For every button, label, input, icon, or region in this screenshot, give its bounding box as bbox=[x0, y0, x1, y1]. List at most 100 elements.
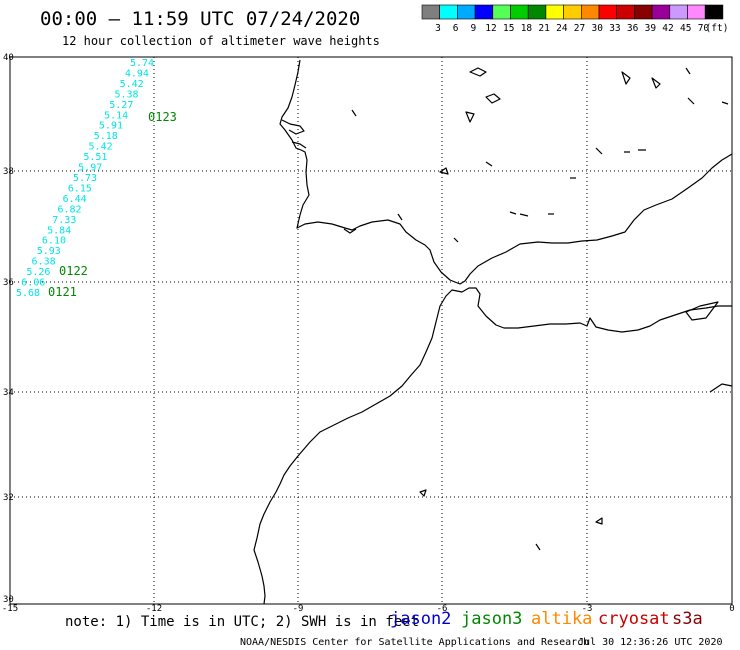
pass-label: 0123 bbox=[148, 110, 177, 124]
legend-swatch bbox=[616, 4, 635, 20]
legend-label: 70 bbox=[698, 23, 710, 34]
swh-value: 5.42 bbox=[89, 142, 113, 153]
island-10 bbox=[624, 149, 646, 153]
legend-label: 42 bbox=[662, 23, 673, 34]
north-africa-coast bbox=[253, 287, 732, 605]
lon-tick-label: -9 bbox=[293, 604, 304, 614]
legend-swatch bbox=[527, 4, 547, 20]
legend-swatch bbox=[687, 4, 706, 20]
map-subtitle: 12 hour collection of altimeter wave hei… bbox=[62, 34, 380, 48]
plot-area: 5.744.945.425.385.275.145.915.185.425.51… bbox=[9, 56, 733, 605]
credit-text: NOAA/NESDIS Center for Satellite Applica… bbox=[240, 637, 589, 648]
lon-tick-label: -3 bbox=[582, 604, 593, 614]
island-11 bbox=[439, 167, 449, 175]
coastlines bbox=[253, 59, 733, 605]
legend-swatch bbox=[545, 4, 564, 20]
island-9 bbox=[595, 147, 603, 155]
swh-value: 6.82 bbox=[57, 204, 81, 215]
footer-note: note: 1) Time is in UTC; 2) SWH is in fe… bbox=[65, 614, 419, 630]
swh-value: 6.06 bbox=[21, 278, 45, 289]
legend-label: 30 bbox=[592, 23, 604, 34]
lat-tick-label: 34 bbox=[3, 388, 14, 398]
satellite-name: jason3 bbox=[461, 609, 522, 629]
legend-unit: (ft) bbox=[706, 23, 729, 34]
map-title: 00:00 – 11:59 UTC 07/24/2020 bbox=[40, 8, 360, 30]
island-20 bbox=[709, 383, 733, 393]
lat-tick-label: 38 bbox=[3, 167, 14, 177]
swh-value: 5.73 bbox=[73, 173, 97, 184]
swh-value: 5.38 bbox=[114, 89, 138, 100]
island-21 bbox=[419, 489, 427, 497]
legend-label: 15 bbox=[503, 23, 514, 34]
swh-value: 5.26 bbox=[26, 267, 50, 278]
swh-value: 5.18 bbox=[94, 131, 118, 142]
legend-swatch bbox=[704, 4, 724, 20]
island-16 bbox=[397, 213, 403, 221]
altimeter-track: 5.744.945.425.385.275.145.915.185.425.51… bbox=[16, 58, 154, 299]
swh-value: 5.91 bbox=[99, 121, 123, 132]
island-2 bbox=[485, 93, 501, 104]
lat-tick-label: 36 bbox=[3, 278, 14, 288]
legend-swatch bbox=[651, 4, 671, 20]
satellite-name: cryosat bbox=[598, 609, 670, 629]
legend-label: 12 bbox=[485, 23, 496, 34]
swh-value: 5.93 bbox=[37, 246, 61, 257]
swh-value: 5.42 bbox=[120, 79, 144, 90]
lon-tick-label: -15 bbox=[2, 604, 18, 614]
lon-tick-label: -12 bbox=[146, 604, 162, 614]
satellite-name: altika bbox=[531, 609, 592, 629]
island-7 bbox=[687, 97, 695, 105]
lat-tick-label: 32 bbox=[3, 493, 14, 503]
tagus-estuary bbox=[281, 119, 305, 135]
satellite-name: jason2 bbox=[390, 609, 451, 629]
island-5 bbox=[651, 77, 661, 89]
pass-labels: 0123 0122 0121 bbox=[48, 110, 177, 299]
island-23 bbox=[535, 543, 541, 551]
island-3 bbox=[465, 111, 475, 123]
lat-tick-label: 30 bbox=[3, 595, 14, 605]
legend-label: 33 bbox=[609, 23, 620, 34]
island-6 bbox=[685, 67, 691, 75]
swh-value: 6.38 bbox=[32, 257, 56, 268]
island-19 bbox=[685, 301, 719, 321]
swh-value: 5.14 bbox=[104, 110, 128, 121]
legend-swatch bbox=[563, 4, 582, 20]
legend-swatch bbox=[439, 4, 458, 20]
island-8 bbox=[721, 101, 729, 105]
swh-value: 6.15 bbox=[68, 183, 92, 194]
legend-swatch bbox=[457, 4, 476, 20]
legend-swatch bbox=[510, 4, 529, 20]
satellite-name: s3a bbox=[672, 609, 703, 629]
swh-value: 5.27 bbox=[109, 100, 133, 111]
plot-frame bbox=[9, 56, 733, 605]
island-1 bbox=[469, 67, 487, 77]
legend-swatch bbox=[634, 4, 653, 20]
cadiz-bay bbox=[343, 228, 357, 234]
island-18 bbox=[351, 109, 357, 117]
legend-label: 24 bbox=[556, 23, 568, 34]
lat-tick-label: 40 bbox=[3, 53, 14, 63]
pass-label: 0121 bbox=[48, 285, 77, 299]
legend-swatch bbox=[669, 4, 688, 20]
grid-lines bbox=[10, 57, 732, 604]
legend-label: 27 bbox=[574, 23, 585, 34]
setubal-coast bbox=[291, 141, 307, 149]
swh-value: 6.44 bbox=[63, 194, 87, 205]
legend-label: 39 bbox=[645, 23, 657, 34]
timestamp-text: Jul 30 12:36:26 UTC 2020 bbox=[578, 637, 723, 648]
legend-label: 45 bbox=[680, 23, 691, 34]
legend-label: 18 bbox=[521, 23, 533, 34]
swh-value: 5.74 bbox=[130, 58, 154, 69]
wave-height-legend: 3 6 9 12 15 18 21 24 27 30 33 36 39 42 45 70(ft) bbox=[421, 4, 729, 34]
legend-swatch bbox=[421, 4, 441, 20]
swh-value: 6.10 bbox=[42, 236, 66, 247]
legend-label: 3 bbox=[435, 23, 441, 34]
swh-value: 5.84 bbox=[47, 225, 71, 236]
pass-label: 0122 bbox=[59, 264, 88, 278]
iberia-coast bbox=[279, 59, 733, 285]
legend-swatch bbox=[580, 4, 600, 20]
island-12 bbox=[485, 161, 493, 167]
island-22 bbox=[595, 517, 603, 525]
legend-swatch bbox=[492, 4, 511, 20]
